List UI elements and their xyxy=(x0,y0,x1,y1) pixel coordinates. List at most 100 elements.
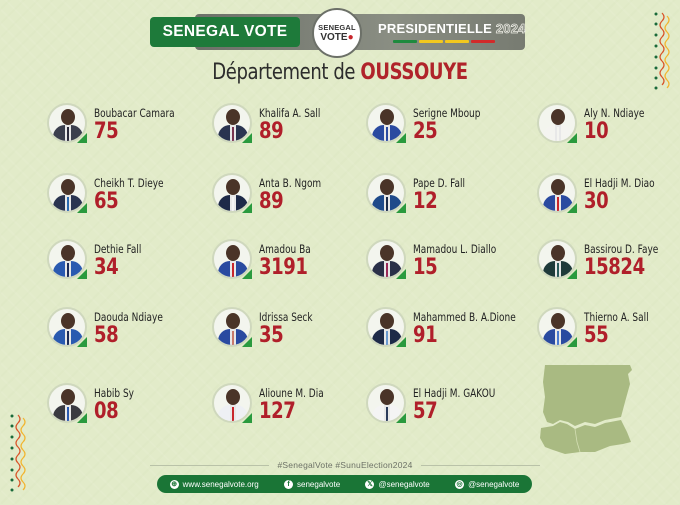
decorative-wave-bottom-left xyxy=(10,414,26,492)
candidate-card: Serigne Mboup 25 xyxy=(366,103,526,159)
footer-social-bar: ⊕ www.senegalvote.org f senegalvote 𝕏 @s… xyxy=(157,475,532,493)
green-corner-accent xyxy=(567,337,577,347)
candidate-votes: 12 xyxy=(413,189,438,214)
head xyxy=(226,179,240,195)
candidate-photo xyxy=(212,239,252,279)
green-corner-accent xyxy=(567,203,577,213)
candidate-votes: 89 xyxy=(259,189,284,214)
tie xyxy=(386,197,388,211)
head xyxy=(61,179,75,195)
candidate-name: Idrissa Seck xyxy=(259,310,313,324)
candidate-name: El Hadji M. GAKOU xyxy=(413,386,496,400)
candidate-votes: 25 xyxy=(413,119,438,144)
green-corner-accent xyxy=(242,133,252,143)
candidate-name: Alioune M. Dia xyxy=(259,386,324,400)
hashtags-row: #SenegalVote #SunuElection2024 xyxy=(150,458,540,472)
candidate-votes: 34 xyxy=(94,255,119,280)
head xyxy=(380,245,394,261)
tie xyxy=(557,331,559,345)
candidate-votes: 65 xyxy=(94,189,119,214)
candidate-name: Thierno A. Sall xyxy=(584,310,649,324)
green-corner-accent xyxy=(396,203,406,213)
tie xyxy=(67,407,69,421)
head xyxy=(226,109,240,125)
candidate-card: Bassirou D. Faye 15824 xyxy=(537,239,680,295)
head xyxy=(380,389,394,405)
candidate-card: Aly N. Ndiaye 10 xyxy=(537,103,680,159)
head xyxy=(61,109,75,125)
head xyxy=(380,313,394,329)
facebook-icon: f xyxy=(284,479,294,489)
instagram-icon: ◎ xyxy=(455,479,465,489)
candidate-photo xyxy=(47,173,87,213)
candidate-votes: 127 xyxy=(259,399,296,424)
election-year: 2024 xyxy=(495,21,526,37)
candidate-votes: 3191 xyxy=(259,255,308,280)
tie xyxy=(232,197,234,211)
candidate-name: Amadou Ba xyxy=(259,242,311,256)
election-subtitle: PRESIDENTIELLE 2024 xyxy=(378,21,526,37)
candidate-votes: 57 xyxy=(413,399,438,424)
candidate-votes: 91 xyxy=(413,323,438,348)
head xyxy=(61,313,75,329)
candidate-card: El Hadji M. Diao 30 xyxy=(537,173,680,229)
candidate-photo xyxy=(366,383,406,423)
green-corner-accent xyxy=(396,413,406,423)
candidate-photo xyxy=(47,239,87,279)
head xyxy=(551,245,565,261)
divider-left xyxy=(150,464,270,466)
green-corner-accent xyxy=(242,337,252,347)
decorative-wave-top-right xyxy=(654,12,670,90)
candidate-name: Cheikh T. Dieye xyxy=(94,176,164,190)
candidate-name: Daouda Ndiaye xyxy=(94,310,163,324)
head xyxy=(380,179,394,195)
green-corner-accent xyxy=(567,133,577,143)
senegal-vote-logo: SENEGAL VOTE● xyxy=(312,8,362,58)
flag-segment xyxy=(393,40,417,43)
facebook-link[interactable]: f senegalvote xyxy=(284,479,340,489)
instagram-link[interactable]: ◎ @senegalvote xyxy=(455,479,520,489)
head xyxy=(61,389,75,405)
green-corner-accent xyxy=(77,203,87,213)
x-icon: 𝕏 xyxy=(365,479,375,489)
candidate-name: Dethie Fall xyxy=(94,242,142,256)
tie xyxy=(232,331,234,345)
tie xyxy=(232,127,234,141)
candidate-name: Mahammed B. A.Dione xyxy=(413,310,516,324)
x-link[interactable]: 𝕏 @senegalvote xyxy=(365,479,430,489)
candidate-photo xyxy=(212,173,252,213)
candidate-votes: 15824 xyxy=(584,255,645,280)
website-link[interactable]: ⊕ www.senegalvote.org xyxy=(169,479,259,489)
head xyxy=(61,245,75,261)
flag-segment xyxy=(471,40,495,43)
candidate-votes: 35 xyxy=(259,323,284,348)
candidate-name: Mamadou L. Diallo xyxy=(413,242,497,256)
green-corner-accent xyxy=(242,203,252,213)
tie xyxy=(67,331,69,345)
green-corner-accent xyxy=(77,133,87,143)
green-corner-accent xyxy=(77,269,87,279)
candidate-name: Habib Sy xyxy=(94,386,134,400)
head xyxy=(226,389,240,405)
candidate-card: Daouda Ndiaye 58 xyxy=(47,307,207,363)
head xyxy=(551,313,565,329)
candidate-name: El Hadji M. Diao xyxy=(584,176,655,190)
candidate-votes: 08 xyxy=(94,399,119,424)
candidate-name: Anta B. Ngom xyxy=(259,176,322,190)
tie xyxy=(67,263,69,277)
candidate-photo xyxy=(212,103,252,143)
candidate-photo xyxy=(537,103,577,143)
candidate-votes: 10 xyxy=(584,119,609,144)
candidate-card: Habib Sy 08 xyxy=(47,383,207,439)
head xyxy=(226,313,240,329)
green-corner-accent xyxy=(396,337,406,347)
page-title: Département de OUSSOUYE xyxy=(212,60,468,85)
candidate-photo xyxy=(537,239,577,279)
hashtags: #SenegalVote #SunuElection2024 xyxy=(277,460,413,470)
candidate-votes: 75 xyxy=(94,119,119,144)
candidate-name: Khalifa A. Sall xyxy=(259,106,321,120)
candidate-card: Pape D. Fall 12 xyxy=(366,173,526,229)
candidate-card: Thierno A. Sall 55 xyxy=(537,307,680,363)
green-corner-accent xyxy=(77,337,87,347)
candidate-photo xyxy=(537,307,577,347)
